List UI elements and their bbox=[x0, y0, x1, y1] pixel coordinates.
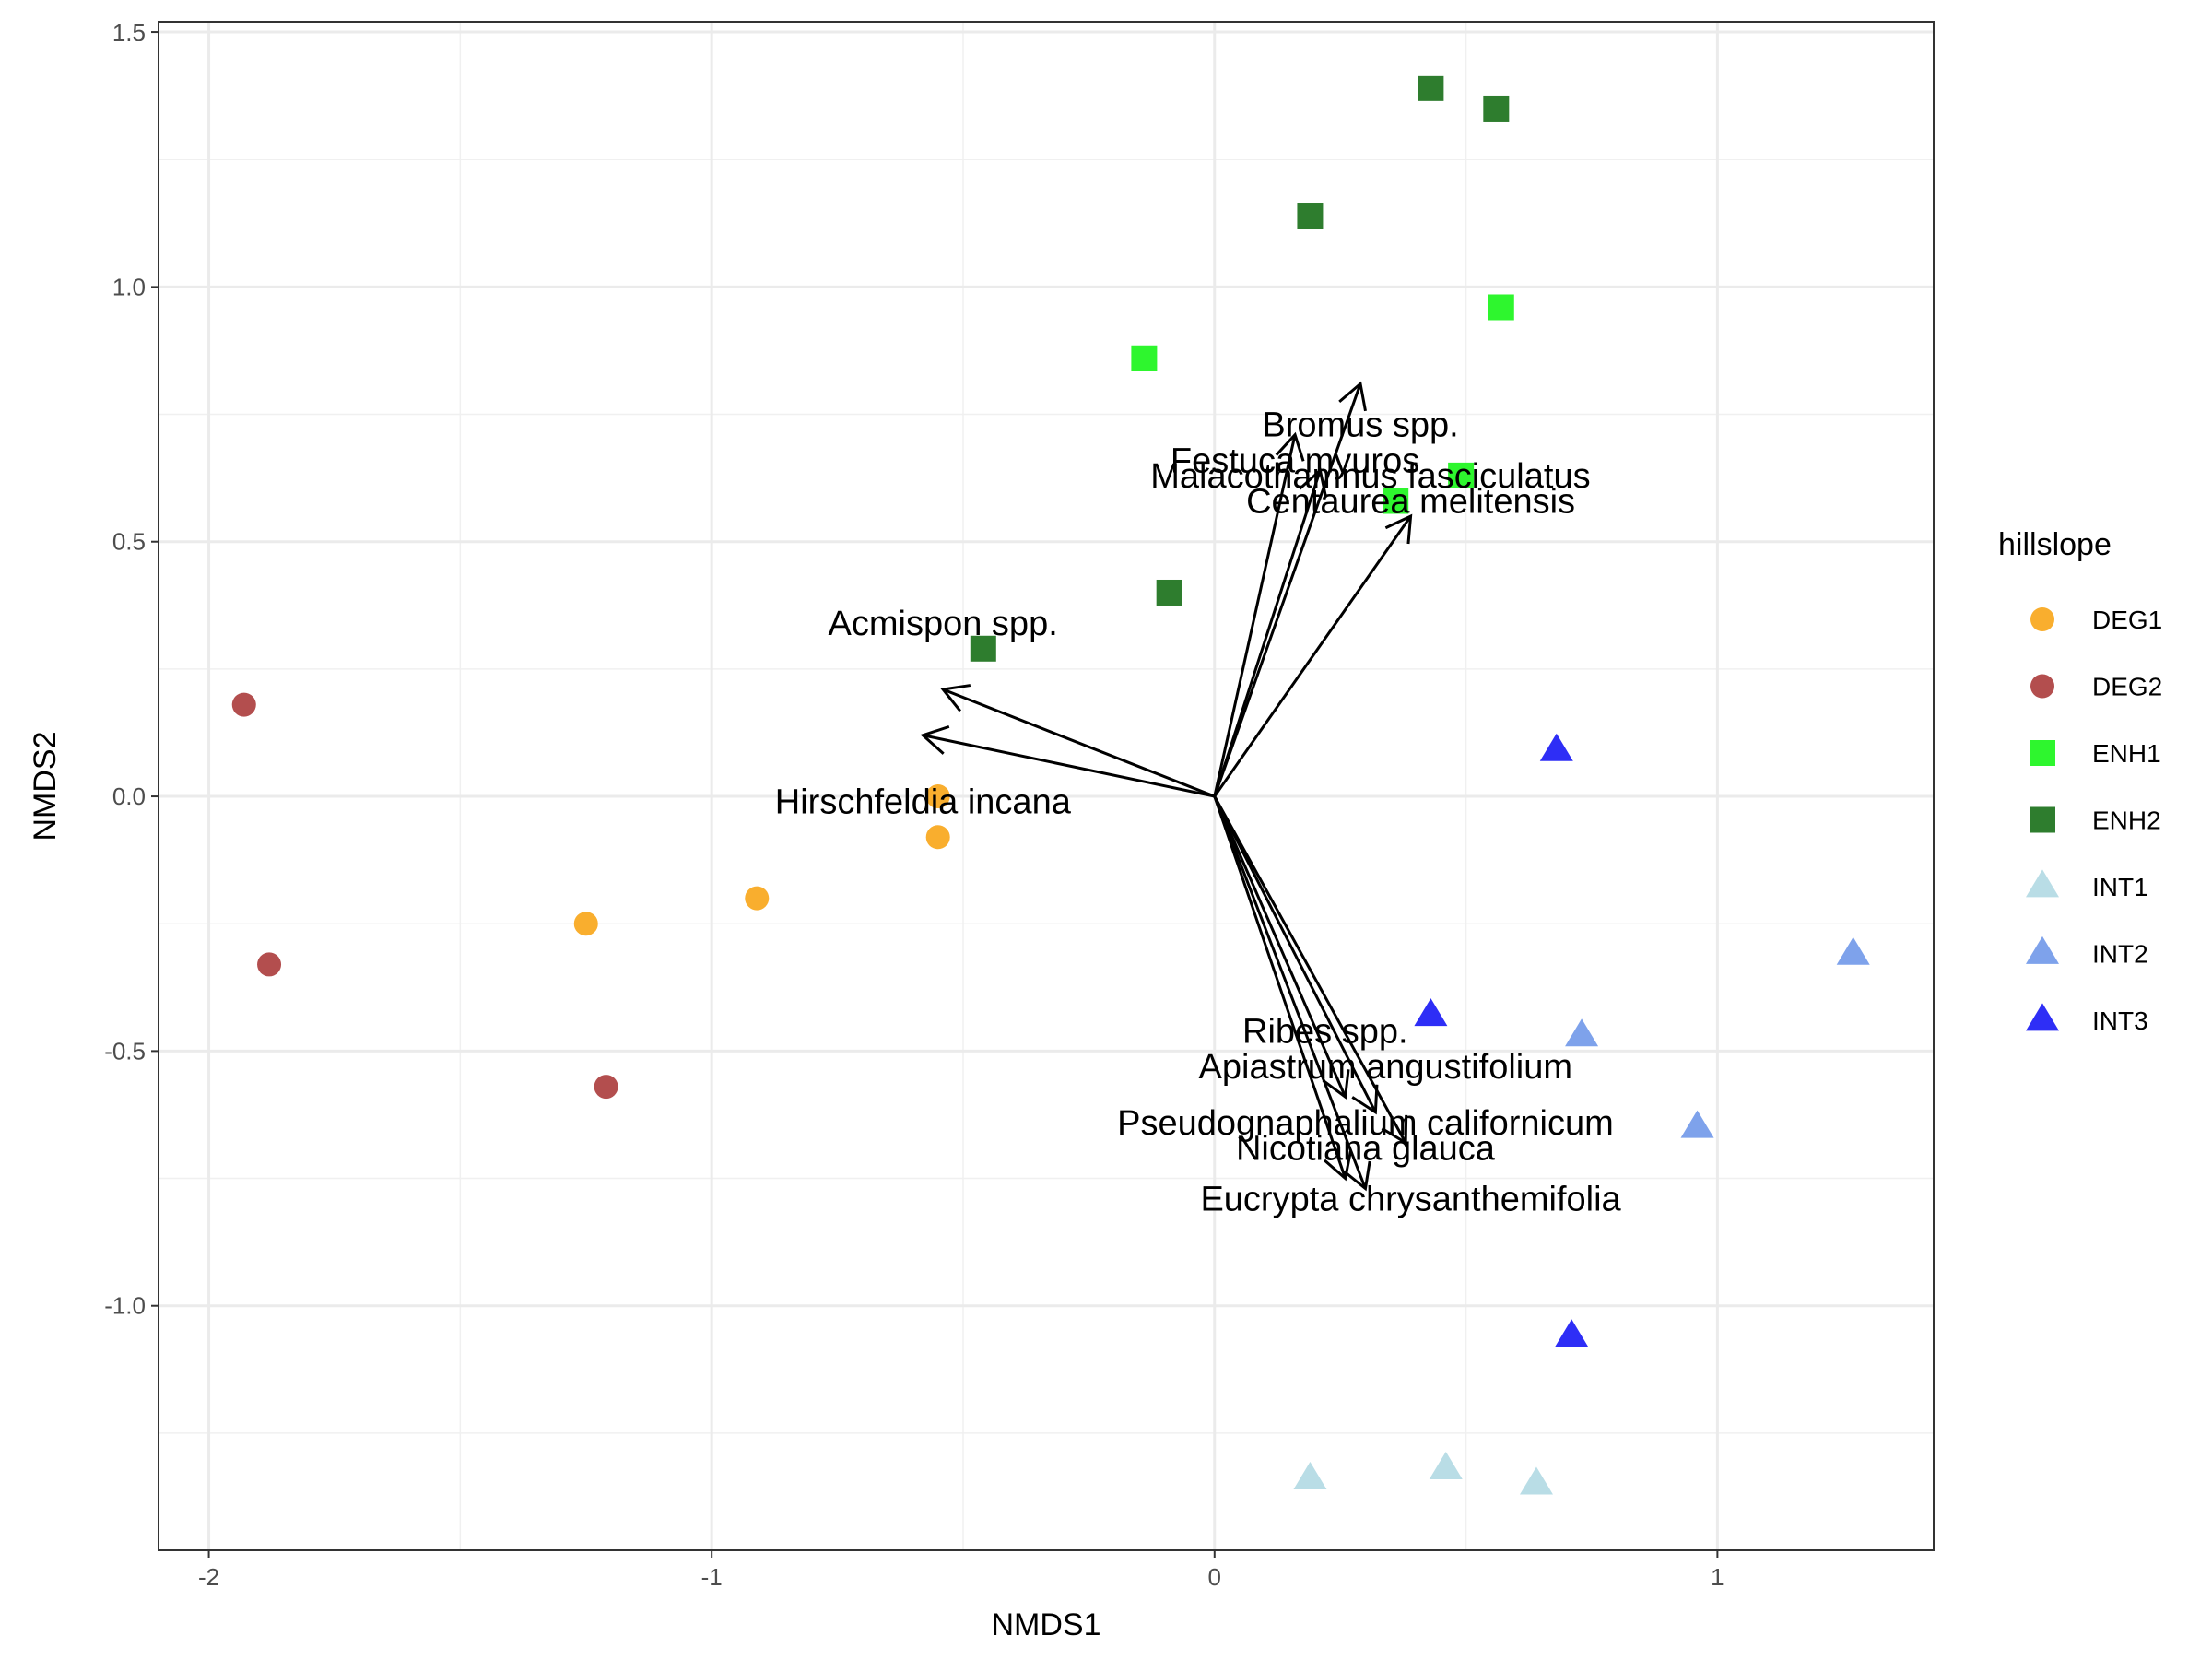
y-axis-title: NMDS2 bbox=[28, 731, 63, 841]
vector-arrow-shaft bbox=[1213, 795, 1367, 1190]
vector-label: Pseudognaphalium californicum bbox=[1117, 1104, 1614, 1143]
vector-arrow-shaft bbox=[1213, 795, 1347, 1180]
axes: -2 -1 0 1 -1.0 -0.5 0.0 0.5 1.0 1.5 bbox=[104, 18, 1724, 1591]
data-point-deg2 bbox=[257, 952, 282, 977]
legend-key-int1 bbox=[2026, 869, 2059, 898]
legend-key-int2 bbox=[2026, 935, 2059, 964]
vector-arrow-shaft bbox=[1213, 515, 1412, 797]
y-tick-label: 0.0 bbox=[112, 782, 146, 810]
y-tick-label: 1.0 bbox=[112, 273, 146, 300]
data-point-enh1 bbox=[1448, 462, 1475, 488]
data-point-deg2 bbox=[231, 692, 256, 717]
y-tick-label: -1.0 bbox=[104, 1292, 146, 1320]
vector-arrow-head bbox=[1384, 513, 1413, 545]
data-point-int2 bbox=[1836, 936, 1870, 965]
vector-label: Acmispon spp. bbox=[829, 605, 1058, 643]
data-point-int1 bbox=[1519, 1466, 1553, 1495]
x-tick-label: -2 bbox=[198, 1563, 219, 1591]
legend-label: INT3 bbox=[2092, 1006, 2148, 1035]
data-point-enh1 bbox=[1382, 488, 1409, 514]
x-tick-label: 1 bbox=[1711, 1563, 1724, 1591]
data-point-enh2 bbox=[1156, 579, 1182, 606]
vector-label: Festuca myuros bbox=[1171, 441, 1419, 480]
vector-arrow-head bbox=[940, 684, 971, 712]
data-point-int2 bbox=[1565, 1018, 1599, 1047]
legend-key-int3 bbox=[2026, 1003, 2059, 1031]
data-point-int3 bbox=[1414, 998, 1448, 1027]
data-point-deg2 bbox=[594, 1075, 618, 1100]
legend-key-enh2 bbox=[2030, 806, 2055, 833]
data-point-deg1 bbox=[925, 825, 950, 850]
x-tick-label: -1 bbox=[701, 1563, 723, 1591]
legend-key-enh1 bbox=[2030, 740, 2055, 766]
plot-panel-border bbox=[158, 21, 1935, 1551]
vector-arrow-shaft bbox=[1213, 795, 1377, 1113]
vector-arrow-head bbox=[1343, 1160, 1371, 1192]
legend-key-deg1 bbox=[2030, 607, 2054, 631]
x-tick-label: 0 bbox=[1208, 1563, 1221, 1591]
vector-label: Bromus spp. bbox=[1262, 406, 1458, 445]
vector-arrow-head bbox=[1324, 1150, 1352, 1182]
data-point-enh2 bbox=[1418, 75, 1444, 101]
legend-label: DEG2 bbox=[2092, 673, 2162, 701]
data-point-int1 bbox=[1429, 1451, 1463, 1479]
legend-label: DEG1 bbox=[2092, 606, 2162, 634]
data-point-int1 bbox=[1293, 1462, 1327, 1490]
data-point-int3 bbox=[1555, 1319, 1589, 1347]
data-point-enh1 bbox=[1488, 294, 1514, 321]
data-point-deg1 bbox=[925, 784, 950, 809]
vector-arrow-shaft bbox=[1213, 795, 1347, 1098]
vector-arrow-head bbox=[1322, 1069, 1350, 1100]
grid-lines bbox=[159, 22, 1934, 1550]
vector-label: Centaurea melitensis bbox=[1246, 483, 1575, 522]
data-point-enh2 bbox=[1297, 203, 1324, 229]
vector-label: Ribes spp. bbox=[1242, 1012, 1408, 1051]
y-tick-label: -0.5 bbox=[104, 1037, 146, 1065]
x-axis-title: NMDS1 bbox=[991, 1607, 1100, 1642]
legend: hillslope DEG1 DEG2 ENH1 ENH2 INT1 INT2 INT3 bbox=[1998, 527, 2162, 1035]
vector-arrow-shaft bbox=[923, 734, 1216, 798]
vector-arrow-head bbox=[1381, 1114, 1408, 1146]
legend-key-deg2 bbox=[2030, 674, 2054, 699]
vector-arrow-head bbox=[1275, 431, 1305, 462]
vector-label: Malacothamnus fasciculatus bbox=[1150, 457, 1590, 496]
species-vector-labels: Acmispon spp. Hirschfeldia incana Bromus s… bbox=[775, 406, 1622, 1219]
data-point-enh1 bbox=[1131, 345, 1158, 371]
vector-label: Apiastrum angustifolium bbox=[1199, 1048, 1573, 1087]
legend-label: INT1 bbox=[2092, 873, 2148, 901]
vector-arrow-shaft bbox=[1213, 795, 1407, 1144]
data-point-enh2 bbox=[970, 635, 996, 662]
vector-arrow-head bbox=[920, 724, 950, 755]
vector-arrow-shaft bbox=[942, 688, 1216, 798]
vector-arrow-head bbox=[1299, 467, 1328, 498]
vector-arrow-shaft bbox=[1213, 469, 1322, 797]
legend-label: ENH2 bbox=[2092, 806, 2161, 835]
species-vectors bbox=[920, 381, 1413, 1192]
vector-arrow-head bbox=[1338, 381, 1367, 412]
vector-label: Nicotiana glauca bbox=[1236, 1129, 1496, 1168]
legend-label: INT2 bbox=[2092, 940, 2148, 969]
data-point-int3 bbox=[1539, 733, 1573, 761]
y-tick-label: 0.5 bbox=[112, 528, 146, 556]
legend-label: ENH1 bbox=[2092, 739, 2161, 768]
data-point-deg1 bbox=[573, 912, 598, 936]
site-points bbox=[231, 75, 1870, 1495]
vector-arrow-shaft bbox=[1213, 382, 1362, 797]
vector-label: Eucrypta chrysanthemifolia bbox=[1200, 1181, 1621, 1219]
vector-arrow-shaft bbox=[1213, 434, 1297, 797]
data-point-deg1 bbox=[745, 886, 770, 911]
vector-label: Hirschfeldia incana bbox=[775, 783, 1072, 822]
legend-title: hillslope bbox=[1998, 527, 2112, 562]
data-point-int2 bbox=[1680, 1110, 1714, 1138]
data-point-enh2 bbox=[1483, 95, 1510, 122]
y-tick-label: 1.5 bbox=[112, 18, 146, 46]
vector-arrow-head bbox=[1351, 1084, 1379, 1115]
